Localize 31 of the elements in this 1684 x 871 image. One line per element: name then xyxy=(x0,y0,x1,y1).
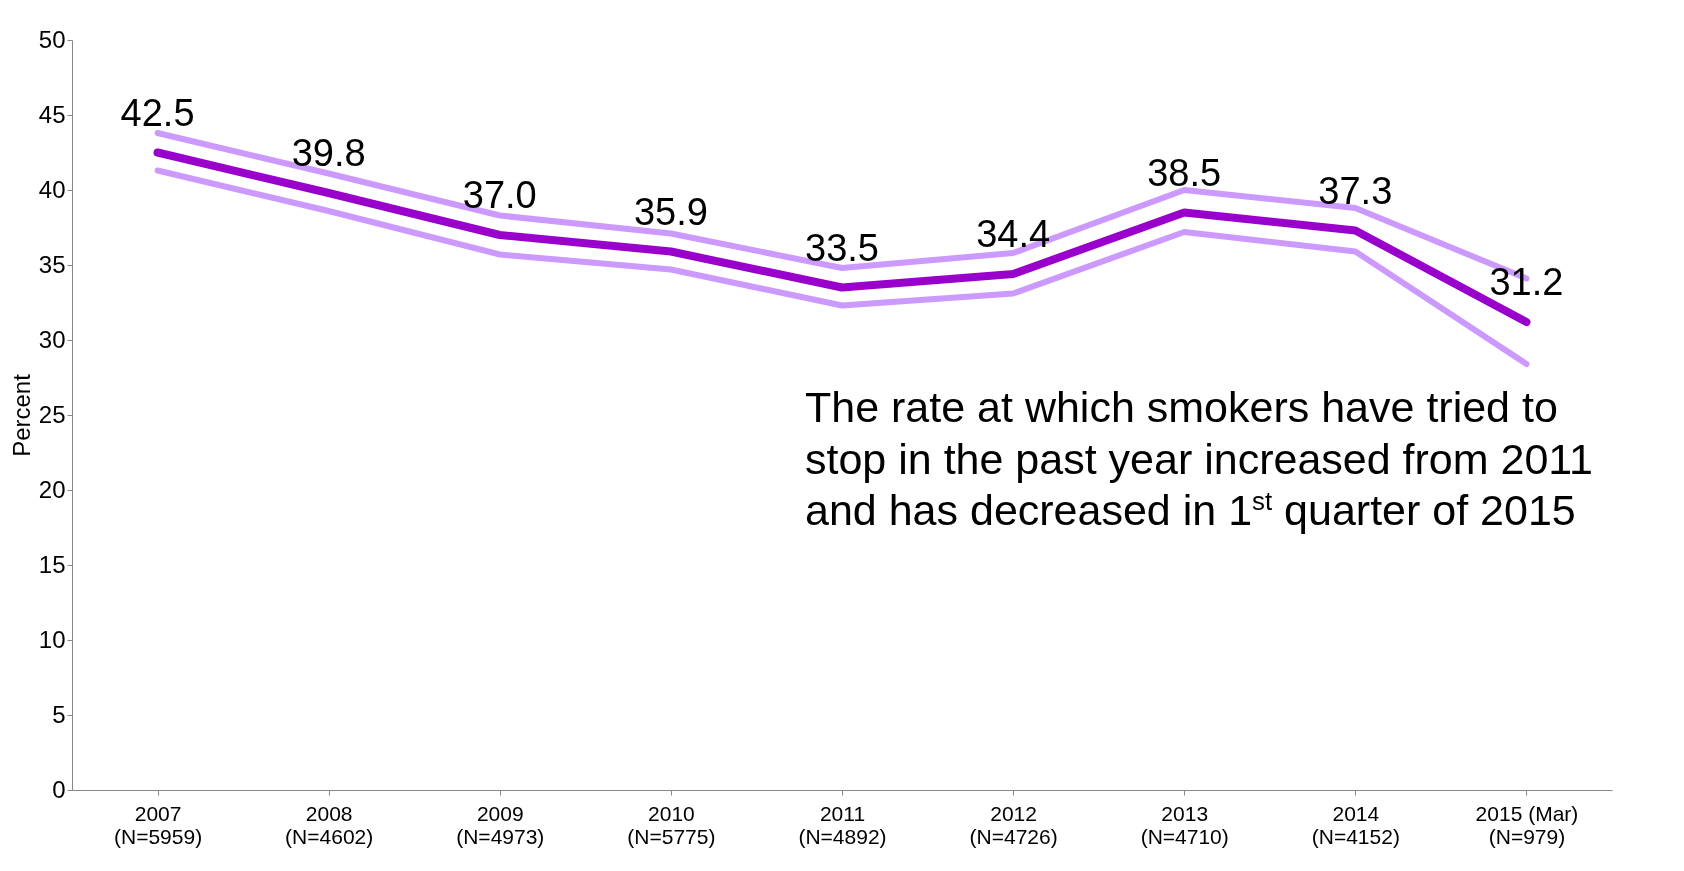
x-tick-label: 2007 (N=5959) xyxy=(113,801,203,848)
data-label: 33.5 xyxy=(805,226,879,269)
data-label: 31.2 xyxy=(1489,261,1564,303)
y-tick-label: 10 xyxy=(38,625,66,653)
x-tick-label: 2012 (N=4726) xyxy=(969,801,1058,848)
annotation: The rate at which smokers have tried to stop in the past year increased from 2011 and has decreased in 1$^{st}$ quarter of 2015 xyxy=(805,382,1594,537)
data-label: 34.4 xyxy=(976,213,1051,255)
y-tick-label: 45 xyxy=(38,100,66,128)
x-tick-label: 2011 (N=4892) xyxy=(798,801,887,848)
x-tick-label: 2010 (N=5775) xyxy=(627,801,716,848)
y-axis-title: Percent xyxy=(7,373,35,457)
y-tick-label: 25 xyxy=(38,400,66,428)
data-label: 42.5 xyxy=(120,91,195,134)
x-tick-label: 2014 (N=4152) xyxy=(1311,801,1400,848)
y-tick-label: 5 xyxy=(52,700,66,728)
data-label: 39.8 xyxy=(291,132,366,174)
y-tick-label: 35 xyxy=(38,250,66,278)
x-tick-label: 2015 (Mar) (N=979) xyxy=(1475,801,1579,848)
y-tick-label: 20 xyxy=(38,475,66,503)
data-label: 37.3 xyxy=(1318,169,1393,212)
y-tick-label: 15 xyxy=(38,550,66,578)
x-tick-label: 2013 (N=4710) xyxy=(1140,801,1229,848)
data-label: 37.0 xyxy=(462,174,537,216)
y-tick-label: 0 xyxy=(52,775,66,803)
y-tick-label: 30 xyxy=(38,325,66,353)
data-label: 35.9 xyxy=(633,190,708,233)
y-tick-label: 50 xyxy=(38,25,66,53)
data-label: 38.5 xyxy=(1147,151,1222,194)
x-tick-label: 2008 (N=4602) xyxy=(285,801,374,848)
y-tick-label: 40 xyxy=(38,175,66,203)
x-tick-label: 2009 (N=4973) xyxy=(456,801,545,848)
